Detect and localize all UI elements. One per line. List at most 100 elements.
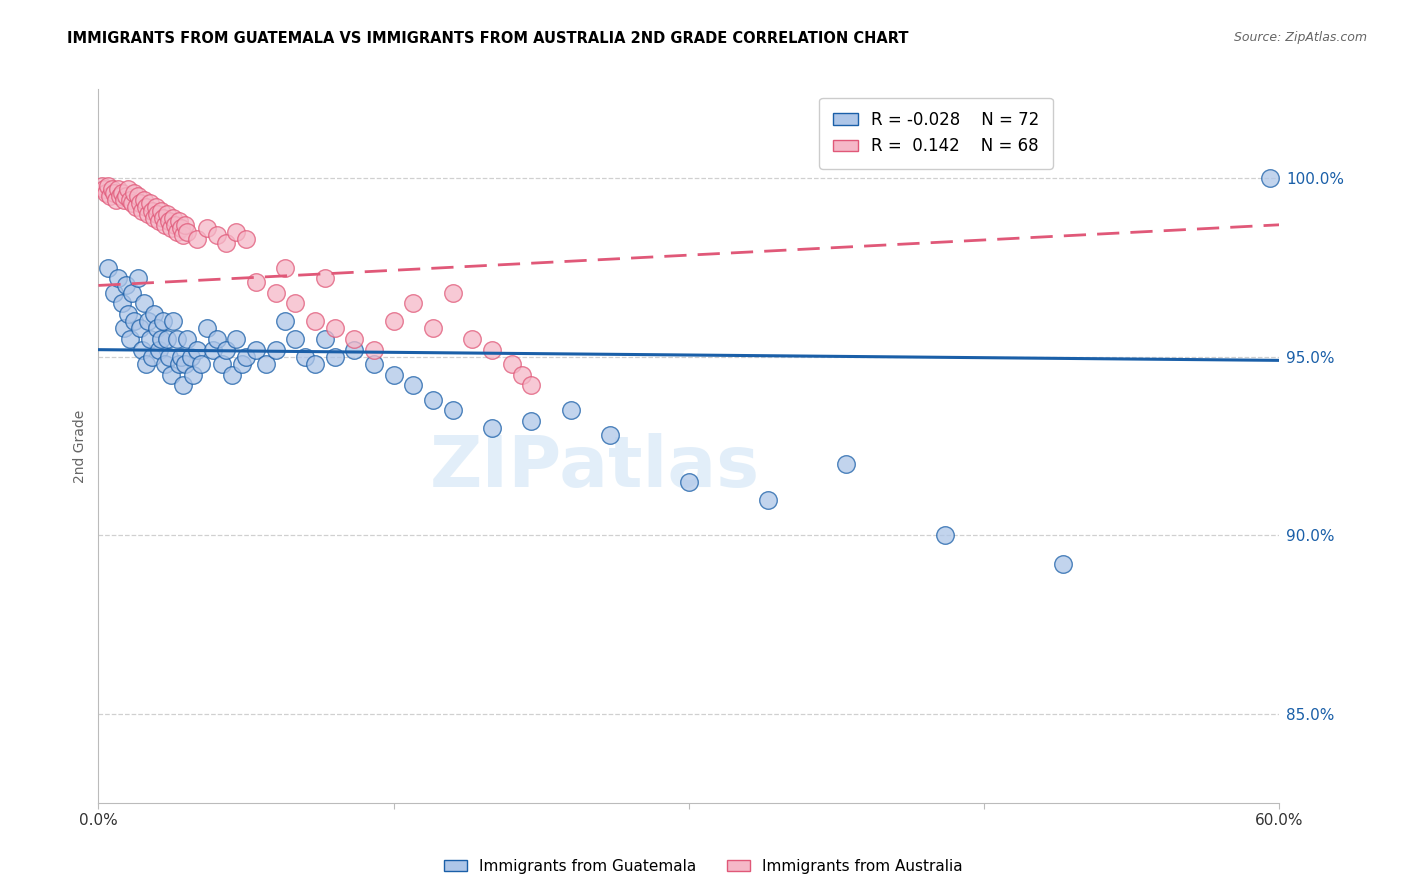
Point — [176, 225, 198, 239]
Point — [162, 314, 184, 328]
Point — [91, 178, 114, 193]
Point — [231, 357, 253, 371]
Point — [111, 296, 134, 310]
Point — [98, 189, 121, 203]
Point — [441, 403, 464, 417]
Point — [160, 368, 183, 382]
Point — [138, 332, 160, 346]
Point — [135, 200, 157, 214]
Point — [136, 207, 159, 221]
Point — [181, 368, 204, 382]
Point — [363, 357, 385, 371]
Point — [118, 193, 141, 207]
Point — [148, 343, 170, 357]
Point — [136, 314, 159, 328]
Legend: R = -0.028    N = 72, R =  0.142    N = 68: R = -0.028 N = 72, R = 0.142 N = 68 — [820, 97, 1053, 169]
Point — [520, 378, 543, 392]
Point — [117, 307, 139, 321]
Point — [107, 182, 129, 196]
Point — [105, 193, 128, 207]
Point — [157, 350, 180, 364]
Point — [186, 232, 208, 246]
Point — [225, 332, 247, 346]
Point — [138, 196, 160, 211]
Point — [152, 314, 174, 328]
Point — [186, 343, 208, 357]
Point — [176, 332, 198, 346]
Y-axis label: 2nd Grade: 2nd Grade — [73, 409, 87, 483]
Point — [304, 357, 326, 371]
Point — [343, 343, 366, 357]
Point — [172, 228, 194, 243]
Point — [150, 332, 173, 346]
Point — [125, 200, 148, 214]
Point — [127, 271, 149, 285]
Point — [510, 368, 533, 382]
Point — [195, 221, 218, 235]
Point — [402, 296, 425, 310]
Point — [190, 357, 212, 371]
Point — [422, 321, 444, 335]
Point — [264, 343, 287, 357]
Point — [170, 221, 193, 235]
Point — [103, 186, 125, 200]
Text: Source: ZipAtlas.com: Source: ZipAtlas.com — [1233, 31, 1367, 45]
Point — [274, 314, 297, 328]
Point — [195, 321, 218, 335]
Point — [323, 350, 346, 364]
Point — [221, 368, 243, 382]
Point — [172, 378, 194, 392]
Point — [294, 350, 316, 364]
Point — [112, 193, 135, 207]
Point — [93, 182, 115, 196]
Point — [201, 343, 224, 357]
Point — [131, 203, 153, 218]
Point — [97, 260, 120, 275]
Point — [121, 196, 143, 211]
Point — [235, 232, 257, 246]
Point — [343, 332, 366, 346]
Point — [461, 332, 484, 346]
Point — [117, 182, 139, 196]
Point — [157, 214, 180, 228]
Point — [314, 332, 336, 346]
Point — [141, 350, 163, 364]
Point — [934, 528, 956, 542]
Point — [101, 182, 124, 196]
Point — [560, 403, 582, 417]
Point — [118, 332, 141, 346]
Point — [132, 296, 155, 310]
Point — [215, 343, 238, 357]
Point — [225, 225, 247, 239]
Point — [245, 275, 267, 289]
Point — [166, 225, 188, 239]
Point — [481, 421, 503, 435]
Point — [156, 332, 179, 346]
Point — [441, 285, 464, 300]
Point — [142, 211, 165, 225]
Point — [599, 428, 621, 442]
Point — [756, 492, 779, 507]
Point — [274, 260, 297, 275]
Point — [520, 414, 543, 428]
Point — [150, 203, 173, 218]
Point — [155, 357, 177, 371]
Point — [103, 285, 125, 300]
Point — [145, 200, 167, 214]
Point — [1258, 171, 1281, 186]
Point — [211, 357, 233, 371]
Point — [111, 186, 134, 200]
Point — [112, 321, 135, 335]
Point — [156, 207, 179, 221]
Point — [835, 457, 858, 471]
Point — [284, 296, 307, 310]
Point — [284, 332, 307, 346]
Text: IMMIGRANTS FROM GUATEMALA VS IMMIGRANTS FROM AUSTRALIA 2ND GRADE CORRELATION CHA: IMMIGRANTS FROM GUATEMALA VS IMMIGRANTS … — [67, 31, 910, 46]
Point — [162, 211, 184, 225]
Point — [146, 321, 169, 335]
Point — [235, 350, 257, 364]
Point — [1052, 557, 1074, 571]
Point — [152, 211, 174, 225]
Point — [127, 189, 149, 203]
Point — [108, 189, 131, 203]
